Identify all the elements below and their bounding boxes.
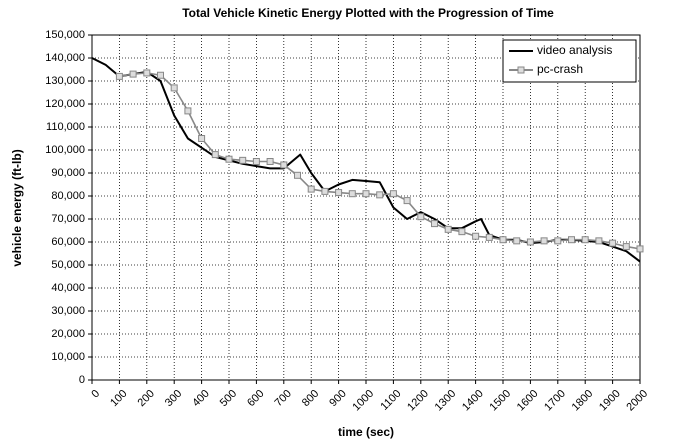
x-tick-label: 900: [327, 388, 348, 409]
point-marker: [225, 155, 233, 163]
y-tick-label: 100,000: [45, 144, 85, 156]
point-marker: [211, 151, 219, 159]
y-axis-label: vehicle energy (ft-lb): [10, 149, 24, 266]
y-tick-label: 150,000: [45, 29, 85, 41]
y-tick-label: 80,000: [51, 190, 85, 202]
point-marker: [252, 158, 260, 165]
x-tick-label: 500: [218, 388, 239, 409]
legend-label: pc-crash: [537, 62, 583, 76]
point-marker: [362, 190, 370, 198]
point-marker: [540, 237, 548, 245]
legend-label: video analysis: [537, 43, 612, 57]
legend-marker: [517, 66, 525, 74]
point-marker: [554, 237, 562, 245]
point-marker: [472, 232, 480, 240]
y-tick-label: 50,000: [51, 259, 85, 271]
y-tick-label: 70,000: [51, 213, 85, 225]
y-tick-label: 60,000: [51, 236, 85, 248]
point-marker: [389, 190, 397, 198]
point-marker: [417, 213, 425, 221]
point-marker: [513, 237, 521, 245]
point-marker: [526, 238, 534, 246]
x-tick-label: 1100: [378, 388, 403, 413]
plot-border: [91, 34, 641, 381]
point-marker: [115, 72, 123, 80]
x-tick-label: 400: [190, 388, 211, 409]
chart-title: Total Vehicle Kinetic Energy Plotted wit…: [182, 6, 554, 20]
point-marker: [485, 233, 493, 241]
point-marker: [622, 243, 630, 251]
point-marker: [444, 225, 452, 233]
point-marker: [157, 71, 164, 79]
x-tick-label: 1700: [542, 388, 568, 414]
y-tick-label: 40,000: [51, 282, 85, 294]
point-marker: [431, 220, 438, 228]
point-marker: [499, 236, 507, 244]
point-marker: [307, 185, 315, 193]
x-tick-label: 600: [245, 388, 266, 409]
x-tick-label: 800: [300, 388, 321, 409]
y-tick-label: 110,000: [46, 121, 85, 133]
point-marker: [581, 236, 589, 244]
point-marker: [280, 161, 288, 169]
point-marker: [403, 197, 411, 205]
y-tick-label: 120,000: [45, 98, 85, 110]
point-marker: [568, 236, 575, 244]
y-tick-label: 30,000: [51, 305, 85, 317]
x-tick-label: 1000: [350, 388, 376, 414]
x-tick-label: 1800: [570, 388, 596, 414]
x-tick-label: 1900: [597, 388, 623, 414]
y-tick-label: 20,000: [51, 328, 85, 340]
x-tick-label: 300: [163, 388, 184, 409]
x-tick-label: 1300: [433, 388, 459, 414]
y-tick-label: 10,000: [51, 351, 85, 363]
point-marker: [184, 107, 192, 115]
point-marker: [294, 171, 301, 179]
x-tick-label: 1600: [515, 388, 541, 414]
y-tick-label: 90,000: [51, 167, 85, 179]
point-marker: [143, 69, 151, 77]
y-tick-label: 140,000: [45, 52, 85, 64]
x-tick-label: 1200: [405, 388, 431, 414]
point-marker: [609, 239, 617, 247]
point-marker: [595, 237, 603, 245]
point-marker: [458, 228, 466, 236]
x-tick-label: 1400: [460, 388, 486, 414]
x-tick-label: 100: [108, 388, 129, 409]
x-tick-label: 200: [136, 388, 157, 409]
x-axis-label: time (sec): [338, 425, 394, 439]
point-marker: [129, 70, 137, 78]
x-tick-label: 2000: [624, 388, 650, 414]
point-marker: [348, 190, 356, 198]
point-marker: [636, 245, 644, 253]
point-marker: [198, 135, 206, 142]
point-marker: [266, 158, 274, 165]
point-marker: [321, 187, 329, 195]
x-tick-label: 0: [89, 388, 102, 401]
legend-box: [502, 39, 637, 83]
point-marker: [170, 84, 178, 92]
y-tick-label: 130,000: [45, 75, 85, 87]
point-marker: [239, 156, 247, 164]
x-tick-label: 700: [273, 388, 294, 409]
x-tick-label: 1500: [487, 388, 513, 414]
point-marker: [335, 189, 343, 197]
y-tick-label: 0: [79, 374, 85, 386]
point-marker: [376, 191, 384, 199]
legend: video analysis pc-crash: [502, 39, 637, 83]
